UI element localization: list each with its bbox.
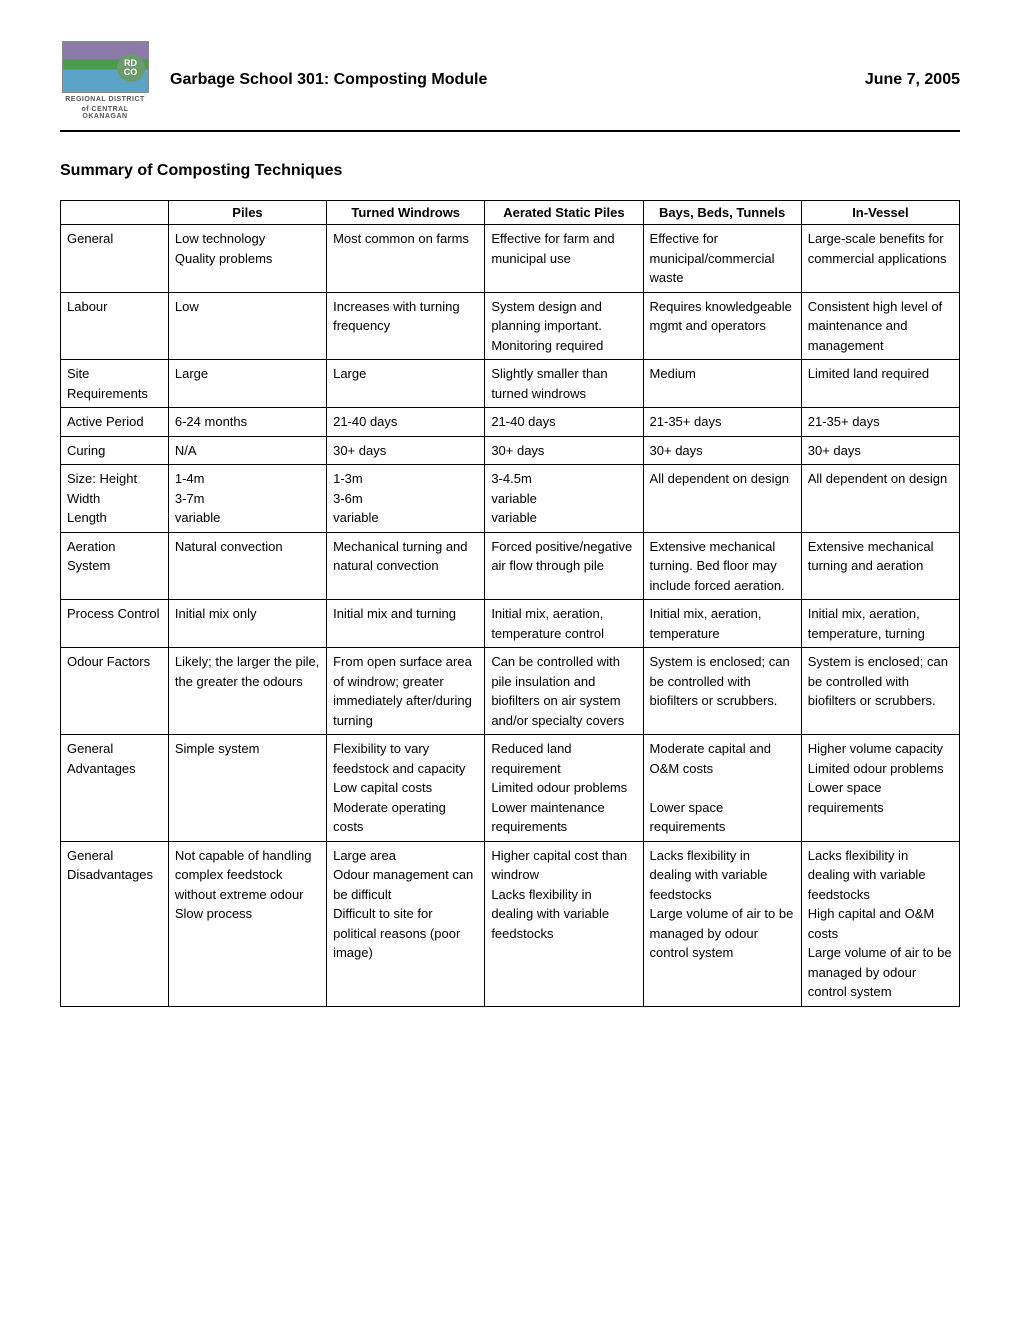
row-label: Odour Factors [61,648,169,735]
table-cell: Lacks flexibility in dealing with variab… [643,841,801,1006]
table-cell: Large [168,360,326,408]
table-header-col: Aerated Static Piles [485,201,643,225]
table-cell: 30+ days [801,436,959,465]
logo-text-line2: of CENTRAL OKANAGAN [60,106,150,120]
table-cell: 30+ days [327,436,485,465]
section-subtitle: Summary of Composting Techniques [60,162,960,180]
table-cell: 3-4.5mvariablevariable [485,465,643,533]
table-cell: All dependent on design [643,465,801,533]
table-cell: Effective for municipal/commercial waste [643,225,801,293]
table-cell: Most common on farms [327,225,485,293]
table-cell: 21-40 days [485,408,643,437]
table-cell: Simple system [168,735,326,842]
table-cell: Limited land required [801,360,959,408]
table-row: Active Period6-24 months21-40 days21-40 … [61,408,960,437]
table-cell: Mechanical turning and natural convectio… [327,532,485,600]
table-cell: 21-40 days [327,408,485,437]
table-header-col: In-Vessel [801,201,959,225]
table-cell: Medium [643,360,801,408]
table-row: General DisadvantagesNot capable of hand… [61,841,960,1006]
table-cell: Large-scale benefits for commercial appl… [801,225,959,293]
table-body: GeneralLow technologyQuality problemsMos… [61,225,960,1007]
table-cell: 6-24 months [168,408,326,437]
logo-badge: RD CO [117,54,145,82]
table-cell: Initial mix, aeration, temperature [643,600,801,648]
table-cell: System is enclosed; can be controlled wi… [643,648,801,735]
table-cell: Can be controlled with pile insulation a… [485,648,643,735]
table-cell: Not capable of handling complex feedstoc… [168,841,326,1006]
composting-table: Piles Turned Windrows Aerated Static Pil… [60,200,960,1007]
table-row: General AdvantagesSimple systemFlexibili… [61,735,960,842]
table-cell: System is enclosed; can be controlled wi… [801,648,959,735]
table-cell: Extensive mechanical turning and aeratio… [801,532,959,600]
row-label: General Advantages [61,735,169,842]
table-cell: All dependent on design [801,465,959,533]
table-cell: System design and planning important. Mo… [485,292,643,360]
table-header-blank [61,201,169,225]
table-cell: From open surface area of windrow; great… [327,648,485,735]
table-header-col: Bays, Beds, Tunnels [643,201,801,225]
row-label: Site Requirements [61,360,169,408]
table-cell: Likely; the larger the pile, the greater… [168,648,326,735]
table-cell: 30+ days [485,436,643,465]
table-row: CuringN/A30+ days30+ days30+ days30+ day… [61,436,960,465]
table-cell: 1-4m3-7mvariable [168,465,326,533]
table-header-col: Turned Windrows [327,201,485,225]
table-cell: Initial mix only [168,600,326,648]
table-cell: Requires knowledgeable mgmt and operator… [643,292,801,360]
table-row: Site RequirementsLargeLargeSlightly smal… [61,360,960,408]
logo: RD CO REGIONAL DISTRICT of CENTRAL OKANA… [60,40,150,120]
table-row: Process ControlInitial mix onlyInitial m… [61,600,960,648]
table-cell: Large [327,360,485,408]
table-header-col: Piles [168,201,326,225]
row-label: General Disadvantages [61,841,169,1006]
table-cell: Low technologyQuality problems [168,225,326,293]
table-cell: Extensive mechanical turning. Bed floor … [643,532,801,600]
table-row: GeneralLow technologyQuality problemsMos… [61,225,960,293]
row-label: Aeration System [61,532,169,600]
table-cell: Moderate capital and O&M costsLower spac… [643,735,801,842]
table-cell: 1-3m3-6mvariable [327,465,485,533]
table-cell: Increases with turning frequency [327,292,485,360]
row-label: Active Period [61,408,169,437]
table-cell: N/A [168,436,326,465]
table-cell: Natural convection [168,532,326,600]
page-header: RD CO REGIONAL DISTRICT of CENTRAL OKANA… [60,40,960,132]
table-cell: 30+ days [643,436,801,465]
table-row: Size: HeightWidthLength1-4m3-7mvariable1… [61,465,960,533]
table-cell: Higher capital cost than windrowLacks fl… [485,841,643,1006]
table-cell: Higher volume capacityLimited odour prob… [801,735,959,842]
page-date: June 7, 2005 [865,71,960,89]
table-cell: Effective for farm and municipal use [485,225,643,293]
table-cell: Reduced land requirementLimited odour pr… [485,735,643,842]
table-cell: 21-35+ days [643,408,801,437]
table-header-row: Piles Turned Windrows Aerated Static Pil… [61,201,960,225]
table-cell: Initial mix, aeration, temperature contr… [485,600,643,648]
table-row: Odour FactorsLikely; the larger the pile… [61,648,960,735]
table-cell: Flexibility to vary feedstock and capaci… [327,735,485,842]
table-cell: Initial mix and turning [327,600,485,648]
table-cell: Initial mix, aeration, temperature, turn… [801,600,959,648]
header-left: RD CO REGIONAL DISTRICT of CENTRAL OKANA… [60,40,487,120]
table-cell: Large areaOdour management can be diffic… [327,841,485,1006]
row-label: Process Control [61,600,169,648]
row-label: Curing [61,436,169,465]
row-label: Labour [61,292,169,360]
table-cell: Consistent high level of maintenance and… [801,292,959,360]
table-cell: 21-35+ days [801,408,959,437]
table-cell: Forced positive/negative air flow throug… [485,532,643,600]
row-label: Size: HeightWidthLength [61,465,169,533]
page-title: Garbage School 301: Composting Module [170,71,487,89]
table-cell: Lacks flexibility in dealing with variab… [801,841,959,1006]
table-cell: Low [168,292,326,360]
row-label: General [61,225,169,293]
table-row: LabourLowIncreases with turning frequenc… [61,292,960,360]
table-row: Aeration SystemNatural convectionMechani… [61,532,960,600]
logo-text-line1: REGIONAL DISTRICT [65,96,145,103]
logo-image: RD CO [62,41,149,93]
table-cell: Slightly smaller than turned windrows [485,360,643,408]
